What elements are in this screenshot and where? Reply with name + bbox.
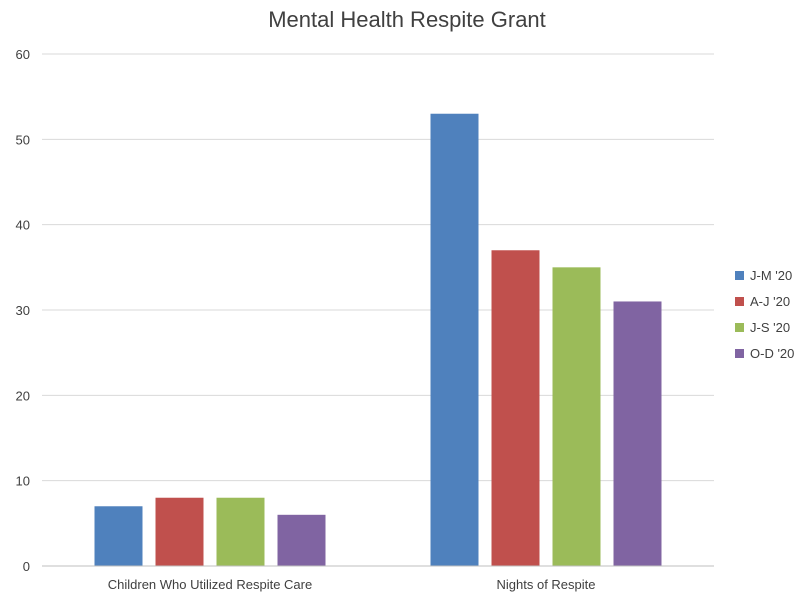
bar bbox=[277, 514, 326, 566]
legend-swatch bbox=[735, 271, 744, 280]
bar bbox=[552, 267, 601, 566]
legend: J-M '20 A-J '20 J-S '20 O-D '20 bbox=[735, 268, 794, 361]
legend-swatch bbox=[735, 323, 744, 332]
y-tick-label: 60 bbox=[16, 47, 30, 62]
y-tick-label: 50 bbox=[16, 132, 30, 147]
y-tick-label: 10 bbox=[16, 474, 30, 489]
y-axis-ticks: 0 10 20 30 40 50 60 bbox=[16, 47, 30, 574]
bars bbox=[94, 113, 662, 566]
bar bbox=[430, 113, 479, 566]
legend-swatch bbox=[735, 349, 744, 358]
category-labels: Children Who Utilized Respite Care Nights… bbox=[108, 577, 596, 592]
bar bbox=[155, 497, 204, 566]
y-tick-label: 40 bbox=[16, 218, 30, 233]
legend-label: J-S '20 bbox=[750, 320, 790, 335]
chart-title: Mental Health Respite Grant bbox=[268, 7, 546, 32]
bar bbox=[94, 506, 143, 566]
gridlines bbox=[42, 53, 714, 482]
legend-swatch bbox=[735, 297, 744, 306]
y-tick-label: 0 bbox=[23, 559, 30, 574]
category-label: Children Who Utilized Respite Care bbox=[108, 577, 312, 592]
bar bbox=[613, 301, 662, 566]
y-tick-label: 20 bbox=[16, 388, 30, 403]
legend-label: A-J '20 bbox=[750, 294, 790, 309]
legend-label: J-M '20 bbox=[750, 268, 792, 283]
bar bbox=[216, 497, 265, 566]
bar bbox=[491, 250, 540, 566]
category-label: Nights of Respite bbox=[497, 577, 596, 592]
legend-label: O-D '20 bbox=[750, 346, 794, 361]
y-tick-label: 30 bbox=[16, 303, 30, 318]
